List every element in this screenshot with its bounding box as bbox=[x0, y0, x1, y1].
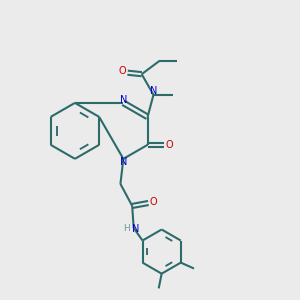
Text: H: H bbox=[123, 224, 130, 233]
Text: O: O bbox=[165, 140, 173, 150]
Text: N: N bbox=[120, 95, 127, 105]
Text: N: N bbox=[120, 158, 127, 167]
Text: N: N bbox=[150, 86, 157, 96]
Text: O: O bbox=[150, 197, 157, 207]
Text: N: N bbox=[132, 224, 140, 234]
Text: O: O bbox=[119, 66, 126, 76]
